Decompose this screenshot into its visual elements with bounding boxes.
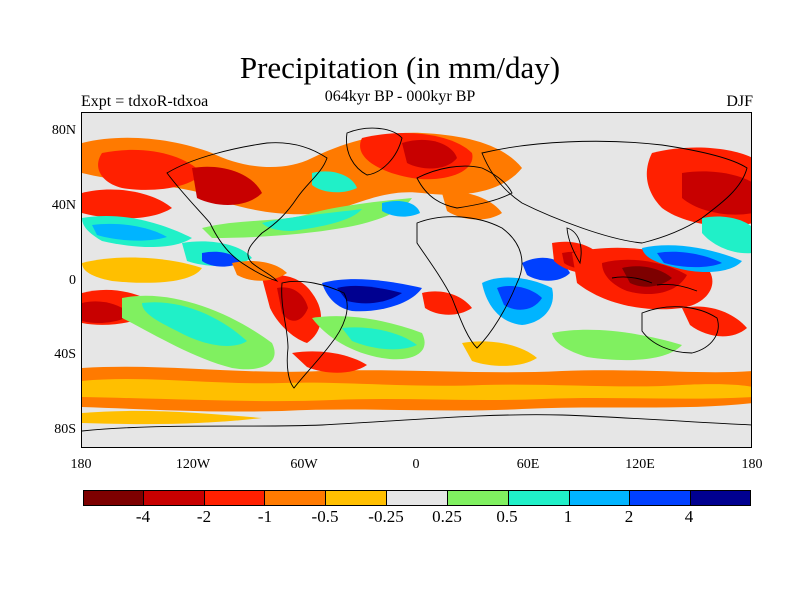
anomaly-region [98, 149, 202, 190]
coastline-antarctica [82, 414, 751, 432]
colorbar-swatch [204, 490, 266, 506]
colorbar-label: 2 [624, 507, 634, 526]
colorbar-swatch [630, 490, 692, 506]
lat-label-40s: 40S [54, 347, 76, 362]
anomaly-region [142, 302, 247, 346]
colorbar-swatch [143, 490, 205, 506]
colorbar-swatch [691, 490, 751, 506]
anomaly-region [92, 223, 167, 241]
map-subtitle: 064kyr BP - 000kyr BP [324, 88, 476, 105]
lat-label-40n: 40N [51, 198, 76, 213]
colorbar-swatch [508, 490, 570, 506]
anomaly-region [82, 301, 132, 323]
anomaly-region [277, 287, 308, 321]
coastline-south-america [281, 280, 348, 389]
anomaly-region [292, 351, 367, 373]
anomaly-region [82, 379, 751, 402]
experiment-label: Expt = tdxoR-tdxoa [81, 93, 209, 110]
colorbar-label: -1 [257, 507, 273, 526]
anomaly-region [82, 257, 202, 283]
colorbar-swatch [387, 490, 448, 506]
precipitation-map [81, 112, 752, 448]
coastline-africa [416, 216, 523, 349]
anomaly-region [552, 329, 682, 361]
map-title: Precipitation (in mm/day) [239, 50, 561, 85]
lon-label-120e: 120E [625, 457, 655, 472]
anomaly-region [462, 341, 537, 366]
anomaly-region [337, 285, 402, 304]
colorbar-swatch [326, 490, 388, 506]
anomaly-region [682, 171, 751, 215]
anomaly-region [262, 209, 362, 231]
lon-label-180e: 180 [741, 457, 763, 472]
coastline-europe [416, 165, 513, 209]
anomaly-region [497, 286, 542, 310]
lat-label-80n: 80N [51, 123, 76, 138]
colorbar-label: -2 [196, 507, 212, 526]
anomaly-region [702, 216, 751, 254]
anomaly-region [682, 306, 747, 337]
colorbar-label: -0.5 [311, 507, 339, 526]
anomaly-region [342, 327, 417, 350]
lat-label-80s: 80S [54, 422, 76, 437]
colorbar-label: 0.5 [496, 507, 518, 526]
coastline-australia [641, 306, 719, 354]
colorbar-swatch [265, 490, 327, 506]
anomaly-region [82, 189, 172, 219]
coastline-asia [481, 140, 748, 244]
coastlines [82, 127, 751, 432]
coastline-north-america [166, 142, 328, 282]
anomaly-region [192, 166, 262, 205]
colorbar-label: 0.25 [432, 507, 462, 526]
lon-label-60e: 60E [516, 457, 540, 472]
lon-label-180w: 180 [70, 457, 92, 472]
lat-label-0: 0 [69, 273, 76, 288]
lon-label-0: 0 [412, 457, 420, 472]
colorbar-label: -4 [135, 507, 151, 526]
coastline-indonesia [611, 276, 698, 292]
lon-label-120w: 120W [175, 457, 211, 472]
anomaly-region [82, 410, 262, 425]
season-label: DJF [726, 93, 753, 110]
colorbar-swatch [83, 490, 144, 506]
coastline-india [566, 227, 582, 265]
anomaly-region [402, 139, 457, 169]
anomaly-region [202, 251, 240, 267]
colorbar-label: -0.25 [368, 507, 404, 526]
lon-label-60w: 60W [290, 457, 318, 472]
colorbar-swatch [569, 490, 631, 506]
colorbar-label: 4 [684, 507, 694, 526]
anomaly-region [382, 201, 420, 217]
map-field [82, 127, 751, 432]
anomaly-region [657, 251, 722, 268]
colorbar-label: 1 [563, 507, 573, 526]
anomaly-region [312, 171, 357, 193]
colorbar-swatch [447, 490, 509, 506]
colorbar [83, 490, 751, 506]
coastline-greenland [346, 127, 403, 176]
anomaly-region [422, 291, 472, 315]
anomaly-region [622, 266, 672, 287]
